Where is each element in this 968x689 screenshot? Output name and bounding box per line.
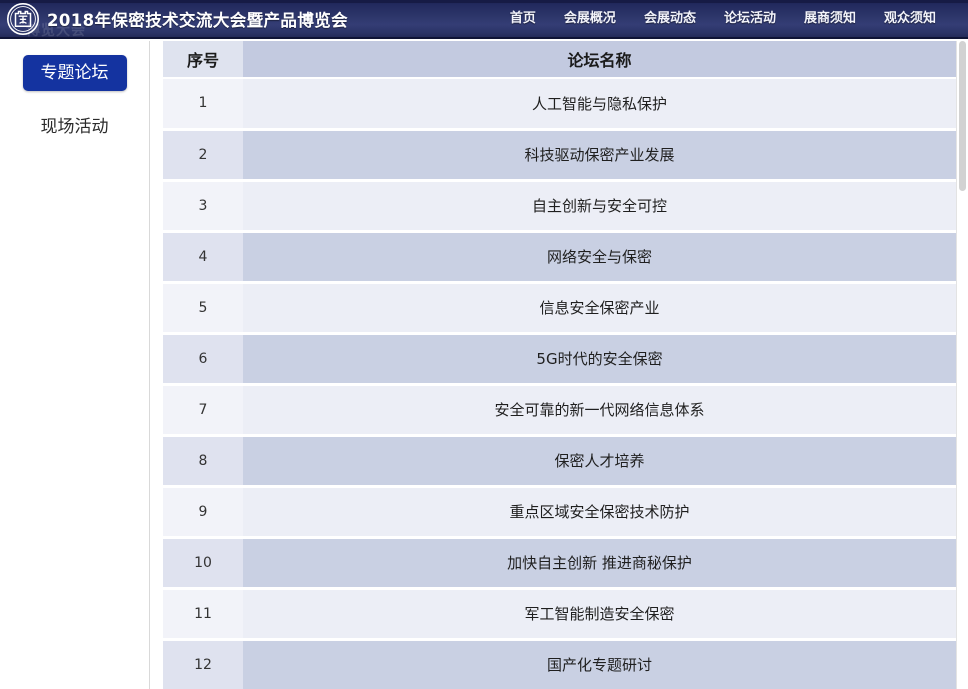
conference-seal-logo-icon — [6, 2, 40, 36]
forum-table-body: 1 人工智能与隐私保护 2 科技驱动保密产业发展 3 自主创新与安全可控 4 网… — [163, 78, 956, 689]
nav-item-forum[interactable]: 论坛活动 — [723, 11, 776, 26]
cell-index: 7 — [163, 384, 243, 437]
forum-table: 序号 论坛名称 1 人工智能与隐私保护 2 科技驱动保密产业发展 3 自主创新与… — [163, 41, 956, 689]
cell-forum-name[interactable]: 国产化专题研讨 — [243, 639, 956, 689]
site-title: 2018年保密技术交流大会暨产品博览会 — [47, 10, 349, 30]
nav-item-home[interactable]: 首页 — [509, 11, 536, 26]
cell-forum-name[interactable]: 信息安全保密产业 — [243, 282, 956, 335]
forum-list-content: 序号 论坛名称 1 人工智能与隐私保护 2 科技驱动保密产业发展 3 自主创新与… — [163, 41, 956, 689]
sidebar-item-onsite-activity[interactable]: 现场活动 — [40, 117, 109, 137]
cell-index: 5 — [163, 282, 243, 335]
table-row[interactable]: 1 人工智能与隐私保护 — [163, 78, 956, 131]
page-scrollbar[interactable] — [956, 41, 968, 689]
cell-forum-name[interactable]: 军工智能制造安全保密 — [243, 588, 956, 641]
cell-forum-name[interactable]: 科技驱动保密产业发展 — [243, 129, 956, 182]
table-row[interactable]: 6 5G时代的安全保密 — [163, 333, 956, 386]
table-header-row: 序号 论坛名称 — [163, 41, 956, 79]
cell-index: 6 — [163, 333, 243, 386]
cell-forum-name[interactable]: 安全可靠的新一代网络信息体系 — [243, 384, 956, 437]
nav-item-visitor-notice[interactable]: 观众须知 — [883, 11, 936, 26]
column-header-forum-name: 论坛名称 — [243, 41, 956, 79]
cell-forum-name[interactable]: 重点区域安全保密技术防护 — [243, 486, 956, 539]
cell-index: 11 — [163, 588, 243, 641]
table-row[interactable]: 7 安全可靠的新一代网络信息体系 — [163, 384, 956, 437]
left-sidebar: 专题论坛 现场活动 — [0, 41, 150, 689]
site-header-banner: 2018年保密技术交流大会暨产品博览会 博览大会 首页 会展概况 会展动态 论坛… — [0, 0, 968, 39]
cell-index: 3 — [163, 180, 243, 233]
table-row[interactable]: 5 信息安全保密产业 — [163, 282, 956, 335]
table-row[interactable]: 10 加快自主创新 推进商秘保护 — [163, 537, 956, 590]
cell-index: 12 — [163, 639, 243, 689]
page-scrollbar-thumb[interactable] — [959, 41, 966, 191]
cell-forum-name[interactable]: 5G时代的安全保密 — [243, 333, 956, 386]
cell-forum-name[interactable]: 人工智能与隐私保护 — [243, 78, 956, 131]
forum-table-header: 序号 论坛名称 — [163, 41, 956, 79]
cell-forum-name[interactable]: 保密人才培养 — [243, 435, 956, 488]
cell-index: 8 — [163, 435, 243, 488]
cell-forum-name[interactable]: 加快自主创新 推进商秘保护 — [243, 537, 956, 590]
cell-forum-name[interactable]: 自主创新与安全可控 — [243, 180, 956, 233]
cell-index: 10 — [163, 537, 243, 590]
table-row[interactable]: 2 科技驱动保密产业发展 — [163, 129, 956, 182]
table-row[interactable]: 11 军工智能制造安全保密 — [163, 588, 956, 641]
brand-block: 2018年保密技术交流大会暨产品博览会 — [0, 2, 348, 36]
nav-item-news[interactable]: 会展动态 — [643, 11, 696, 26]
column-header-index: 序号 — [163, 41, 243, 79]
table-row[interactable]: 3 自主创新与安全可控 — [163, 180, 956, 233]
cell-index: 4 — [163, 231, 243, 284]
nav-item-exhibitor-notice[interactable]: 展商须知 — [803, 11, 856, 26]
table-row[interactable]: 9 重点区域安全保密技术防护 — [163, 486, 956, 539]
cell-forum-name[interactable]: 网络安全与保密 — [243, 231, 956, 284]
cell-index: 1 — [163, 78, 243, 131]
table-row[interactable]: 8 保密人才培养 — [163, 435, 956, 488]
nav-item-overview[interactable]: 会展概况 — [563, 11, 616, 26]
table-row[interactable]: 4 网络安全与保密 — [163, 231, 956, 284]
sidebar-item-topic-forum[interactable]: 专题论坛 — [22, 55, 127, 91]
cell-index: 9 — [163, 486, 243, 539]
main-navigation: 首页 会展概况 会展动态 论坛活动 展商须知 观众须知 — [496, 0, 968, 37]
cell-index: 2 — [163, 129, 243, 182]
table-row[interactable]: 12 国产化专题研讨 — [163, 639, 956, 689]
